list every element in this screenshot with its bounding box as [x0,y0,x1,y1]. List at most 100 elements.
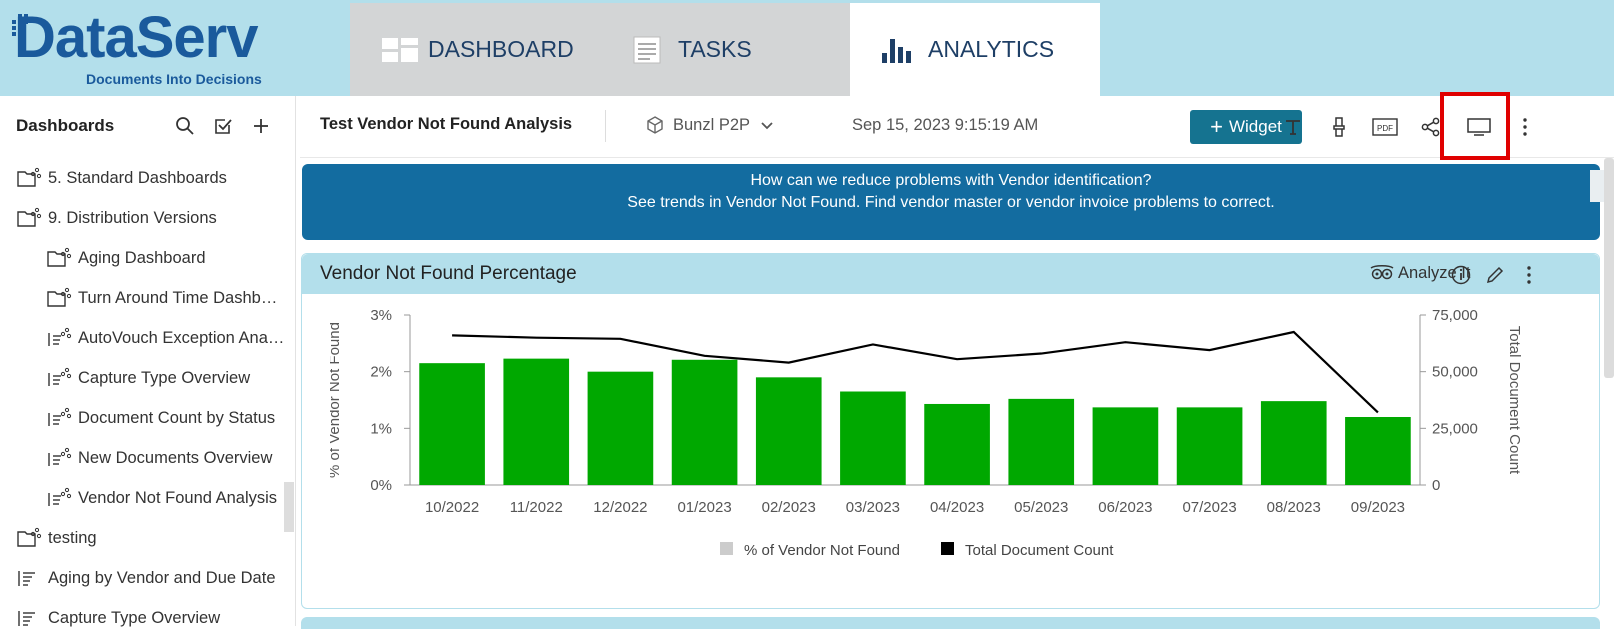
sidebar-title: Dashboards [16,116,115,135]
add-icon[interactable] [250,115,272,137]
analyze-owl-icon [1370,264,1394,279]
y-tick-label-left: 2% [370,364,392,381]
sidebar-item-label: Capture Type Overview [78,368,251,387]
x-tick-label: 01/2023 [677,499,731,516]
sidebar-item[interactable]: Turn Around Time Dashb… [0,278,286,318]
list-icon [18,611,35,626]
bar [924,403,990,485]
bar [419,363,485,485]
sidebar-item-label: Document Count by Status [78,408,276,427]
info-icon[interactable] [1450,264,1472,286]
legend-label-total: Total Document Count [965,542,1114,559]
sidebar-item[interactable]: testing [0,518,286,558]
more-vertical-icon[interactable] [1518,264,1540,286]
bar [1176,407,1243,485]
y-tick-label-left: 3% [370,310,392,324]
sidebar-item-label: Turn Around Time Dashb… [78,288,278,307]
y-tick-label-right: 75,000 [1432,310,1478,324]
bar [755,377,822,485]
bar [671,359,738,485]
x-tick-label: 03/2023 [846,499,900,516]
bar [503,358,570,485]
x-tick-label: 11/2022 [510,499,563,516]
cube-icon [647,116,663,134]
bar [1260,401,1327,485]
legend-label-percent: % of Vendor Not Found [744,542,900,559]
info-banner: How can we reduce problems with Vendor i… [302,164,1600,240]
sidebar-item[interactable]: Aging by Vendor and Due Date [0,558,286,598]
toolbar-divider [605,110,606,142]
refresh-timestamp: Sep 15, 2023 9:15:19 AM [852,116,1039,134]
datasource-selector[interactable]: Bunzl P2P [645,115,774,135]
list-share-icon [48,447,72,466]
bar [587,371,654,485]
widget-title: Vendor Not Found Percentage [320,263,577,284]
list-share-icon [48,367,72,386]
plus-icon: + [1210,114,1223,139]
x-tick-label: 06/2023 [1098,499,1152,516]
sidebar-item[interactable]: Capture Type Overview [0,358,286,398]
svg-text:PDF: PDF [1377,124,1393,133]
x-tick-label: 05/2023 [1014,499,1068,516]
search-icon[interactable] [174,115,196,137]
y-tick-label-right: 25,000 [1432,420,1478,437]
bar [1008,398,1075,485]
y-tick-label-right: 50,000 [1432,364,1478,381]
y-tick-label-left: 0% [370,477,392,494]
sidebar-collapse-handle[interactable] [284,482,294,532]
list-icon [18,571,35,586]
y-axis-title-left: % of Vendor Not Found [330,322,343,478]
series-line-total-document-count [452,330,1379,414]
bar [1092,407,1159,485]
edit-pencil-icon[interactable] [1484,264,1506,286]
tasks-icon [633,36,661,63]
sidebar-item-label: Aging by Vendor and Due Date [48,568,276,587]
sidebar-item[interactable]: New Documents Overview [0,438,286,478]
add-widget-label: Widget [1228,117,1282,136]
sidebar-item[interactable]: 5. Standard Dashboards [0,158,286,198]
sidebar-item[interactable]: 9. Distribution Versions [0,198,286,238]
sidebar-item-label: Capture Type Overview [48,608,221,627]
folder-share-icon [47,247,72,267]
legend-swatch-percent [720,542,733,555]
add-widget-button[interactable]: + Widget [1190,110,1302,144]
bar [1345,417,1411,485]
share-button-highlight [1440,92,1510,160]
sidebar-item-label: AutoVouch Exception Ana… [78,328,285,347]
content-scrollbar[interactable] [1604,158,1614,378]
sidebar-item-label: Aging Dashboard [78,248,206,267]
chevron-down-icon [761,122,773,130]
x-tick-label: 07/2023 [1182,499,1236,516]
sidebar-item-label: 5. Standard Dashboards [48,168,227,187]
presentation-monitor-icon[interactable] [1466,116,1492,138]
paint-brush-icon[interactable] [1328,116,1350,138]
sidebar-item[interactable]: Document Count by Status [0,398,286,438]
folder-share-icon [17,527,42,547]
logo-dots-icon [12,14,28,36]
pdf-icon[interactable]: PDF [1372,116,1398,138]
dashboard-icon [382,37,418,62]
select-checkbox-icon[interactable] [212,115,234,137]
sidebar-item[interactable]: AutoVouch Exception Ana… [0,318,286,358]
logo-brand: DataServ [14,5,258,70]
sidebar-item[interactable]: Vendor Not Found Analysis [0,478,286,518]
text-icon[interactable] [1282,116,1304,138]
more-vertical-icon[interactable] [1514,116,1536,138]
sidebar-item-label: New Documents Overview [78,448,273,467]
share-icon[interactable] [1420,116,1442,138]
bar [840,391,906,485]
sidebar-item-label: testing [48,528,97,547]
y-tick-label-left: 1% [370,420,392,437]
tab-tasks-label: TASKS [678,36,752,62]
folder-share-icon [17,167,42,187]
x-tick-label: 12/2022 [593,499,647,516]
dataserv-logo[interactable]: DataServ Documents Into Decisions [12,5,292,88]
tab-analytics[interactable]: ANALYTICS [850,3,1100,96]
y-tick-label-right: 0 [1432,477,1440,494]
x-tick-label: 02/2023 [762,499,816,516]
sidebar-item[interactable]: Aging Dashboard [0,238,286,278]
tab-dashboard[interactable]: DASHBOARD [380,3,574,96]
sidebar-item[interactable]: Capture Type Overview [0,598,286,638]
x-tick-label: 09/2023 [1351,499,1405,516]
tab-tasks[interactable]: TASKS [630,3,752,96]
